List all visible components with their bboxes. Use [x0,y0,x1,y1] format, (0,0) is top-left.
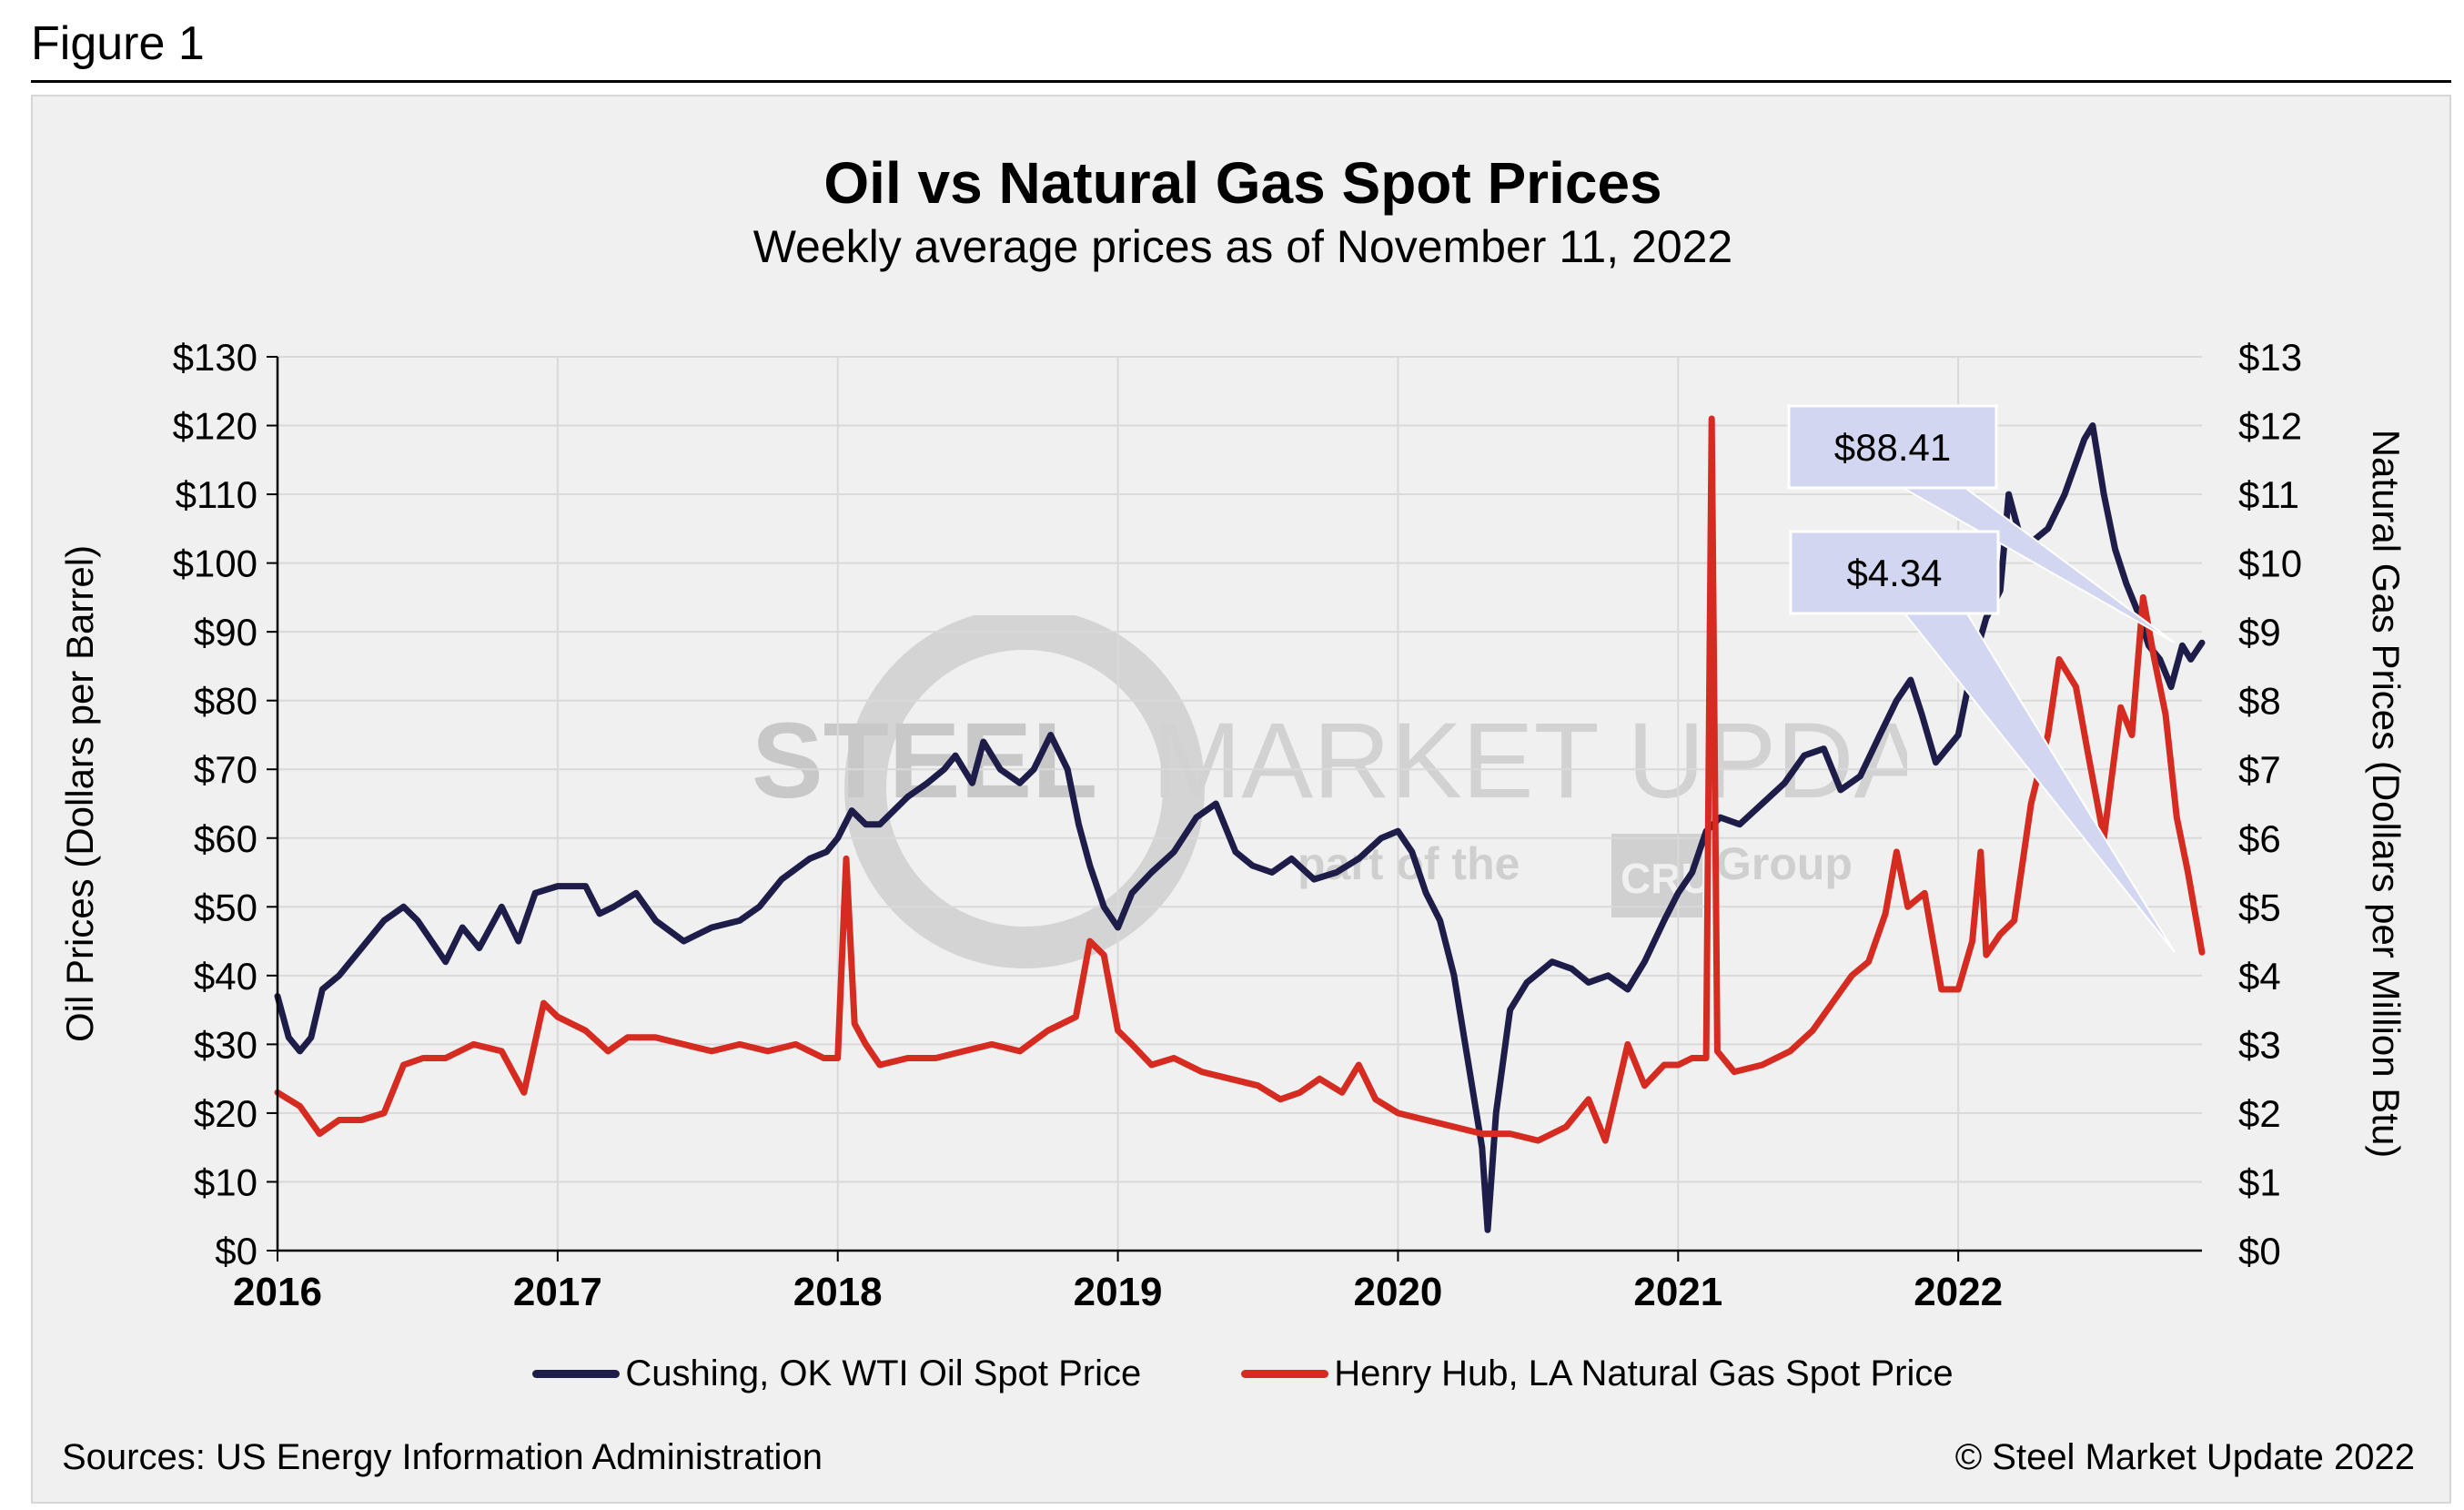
x-tick-label: 2022 [1914,1270,2003,1314]
y-left-tick-label: $110 [176,473,258,516]
callout-box [1787,404,1998,490]
y-left-tick-label: $120 [173,405,258,448]
y-left-tick-label: $100 [173,542,258,585]
callout-label: $4.34 [1846,552,1942,594]
legend-swatch-gas [1241,1370,1329,1378]
x-tick-label: 2021 [1633,1270,1722,1314]
legend-item-oil: Cushing, OK WTI Oil Spot Price [532,1353,1141,1394]
x-tick-label: 2019 [1074,1270,1163,1314]
y-left-tick-label: $40 [194,955,258,998]
y-left-tick-label: $10 [194,1160,258,1203]
x-tick-label: 2020 [1353,1270,1442,1314]
chart-area: $0$10$20$30$40$50$60$70$80$90$100$110$12… [58,336,2408,1314]
tick-labels: $0$10$20$30$40$50$60$70$80$90$100$110$12… [173,336,2303,1314]
y-left-tick-label: $30 [194,1023,258,1066]
y-right-tick-label: $10 [2238,542,2302,585]
x-tick-label: 2016 [233,1270,322,1314]
callout-box [1789,530,2000,615]
y-right-tick-label: $1 [2238,1160,2281,1203]
source-note: Sources: US Energy Information Administr… [62,1437,823,1477]
chart-panel: Oil vs Natural Gas Spot Prices Weekly av… [31,95,2451,1504]
y-right-tick-label: $2 [2238,1092,2281,1135]
y-left-tick-label: $20 [194,1092,258,1135]
y-left-axis-label: Oil Prices (Dollars per Barrel) [58,545,101,1042]
legend-label-gas: Henry Hub, LA Natural Gas Spot Price [1334,1353,1954,1393]
y-left-tick-label: $80 [194,680,258,723]
y-right-tick-label: $7 [2238,748,2281,791]
y-right-tick-label: $8 [2238,680,2281,723]
y-left-tick-label: $90 [194,611,258,654]
y-left-tick-label: $60 [194,817,258,860]
figure-label: Figure 1 [31,17,205,70]
y-left-tick-label: $130 [173,336,258,379]
legend: Cushing, OK WTI Oil Spot Price Henry Hub… [33,1353,2453,1394]
chart-title: Oil vs Natural Gas Spot Prices [823,150,1662,216]
axes [267,356,2202,1262]
y-left-tick-label: $0 [215,1230,258,1272]
x-tick-label: 2017 [513,1270,602,1314]
figure-divider [31,80,2451,83]
legend-swatch-oil [532,1370,621,1378]
y-right-axis-label: Natural Gas Prices (Dollars per Million … [2365,430,2408,1159]
y-right-tick-label: $0 [2238,1230,2281,1272]
x-tick-label: 2018 [793,1270,883,1314]
y-right-tick-label: $13 [2238,336,2302,379]
y-right-tick-label: $12 [2238,405,2302,448]
y-left-tick-label: $70 [194,748,258,791]
series-line-gas [274,415,2206,1144]
y-right-tick-label: $3 [2238,1023,2281,1066]
y-right-tick-label: $6 [2238,817,2281,860]
y-right-tick-label: $5 [2238,886,2281,928]
y-right-tick-label: $9 [2238,611,2281,654]
legend-item-gas: Henry Hub, LA Natural Gas Spot Price [1241,1353,1954,1394]
chart-subtitle: Weekly average prices as of November 11,… [752,221,1733,272]
copyright-note: © Steel Market Update 2022 [1954,1437,2415,1477]
callouts: $88.41 $4.34 [1787,404,2176,953]
y-left-tick-label: $50 [194,886,258,928]
y-right-tick-label: $11 [2238,473,2299,516]
callout-pointer [1903,613,2176,953]
callout-label: $88.41 [1834,426,1951,469]
y-right-tick-label: $4 [2238,955,2281,998]
legend-label-oil: Cushing, OK WTI Oil Spot Price [625,1353,1142,1393]
